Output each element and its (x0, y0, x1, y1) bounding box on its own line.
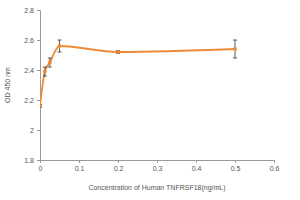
y-tick-mark (37, 40, 40, 41)
error-bar-cap (43, 67, 47, 68)
y-tick: 2.6 (24, 37, 40, 44)
x-tick-label: 0.6 (270, 165, 280, 172)
y-tick-mark (37, 160, 40, 161)
error-bar-cap (43, 76, 47, 77)
x-tick: 0.4 (192, 160, 202, 172)
x-tick-label: 0.2 (114, 165, 124, 172)
y-tick-label: 2.2 (24, 97, 34, 104)
y-axis-line (37, 11, 41, 161)
y-tick-mark (37, 10, 40, 11)
x-tick-label: 0.3 (153, 165, 163, 172)
marks (40, 40, 237, 108)
error-bar-cap (58, 40, 62, 41)
y-tick-mark (37, 130, 40, 131)
x-tick: 0.5 (231, 160, 241, 172)
error-bar-cap (48, 58, 52, 59)
error-bar (58, 40, 62, 52)
point (58, 44, 62, 48)
x-axis-line (41, 161, 275, 164)
point (48, 61, 52, 65)
y-axis-title: OD 450 nm (4, 67, 11, 103)
x-tick: 0.3 (153, 160, 163, 172)
point (43, 70, 47, 74)
point (40, 104, 42, 108)
x-tick-mark (274, 160, 275, 163)
x-tick-label: 0.4 (192, 165, 202, 172)
error-bar-cap (48, 67, 52, 68)
x-axis: 0 0.1 0.2 0.3 0.4 0.5 0.6 (39, 160, 280, 172)
error-bar (116, 51, 120, 54)
error-bar-cap (233, 40, 237, 41)
error-bar (40, 105, 42, 108)
error-bar (233, 40, 237, 58)
x-tick: 0.6 (270, 160, 280, 172)
x-tick-label: 0.1 (75, 165, 85, 172)
x-axis-title: Concentration of Human TNFRSF18(ng/mL) (88, 184, 225, 192)
error-bar (48, 58, 52, 67)
x-tick-mark (79, 160, 80, 163)
point (233, 47, 237, 51)
y-tick: 2.8 (24, 7, 40, 14)
x-tick-mark (157, 160, 158, 163)
y-tick-label: 2.8 (24, 7, 34, 14)
x-tick-label: 0 (39, 165, 43, 172)
error-bar-cap (58, 52, 62, 53)
y-tick-label: 2.4 (24, 67, 34, 74)
y-axis: 1.8 2 2.2 2.4 2.6 2.8 (24, 7, 40, 164)
chart: 0 0.1 0.2 0.3 0.4 0.5 0.6 1.8 2 2.2 2.4 2.6 2.8 Conce… (0, 0, 300, 200)
y-tick: 2 (30, 127, 40, 134)
error-bar (43, 67, 47, 76)
x-tick-mark (196, 160, 197, 163)
y-tick-mark (37, 100, 40, 101)
y-tick-label: 1.8 (24, 157, 34, 164)
y-tick: 2.4 (24, 67, 40, 74)
point (116, 50, 120, 54)
y-tick-mark (37, 70, 40, 71)
y-tick-label: 2.6 (24, 37, 34, 44)
x-tick-mark (118, 160, 119, 163)
error-bar-cap (233, 58, 237, 59)
series-line (40, 46, 235, 106)
x-tick: 0.2 (114, 160, 124, 172)
y-tick: 1.8 (24, 157, 40, 164)
y-tick-label: 2 (30, 127, 34, 134)
x-tick: 0.1 (75, 160, 85, 172)
x-tick-mark (235, 160, 236, 163)
x-tick-label: 0.5 (231, 165, 241, 172)
plot: 0 0.1 0.2 0.3 0.4 0.5 0.6 1.8 2 2.2 2.4 2.6 2.8 (24, 7, 279, 172)
x-tick: 0 (39, 160, 43, 172)
y-tick: 2.2 (24, 97, 40, 104)
